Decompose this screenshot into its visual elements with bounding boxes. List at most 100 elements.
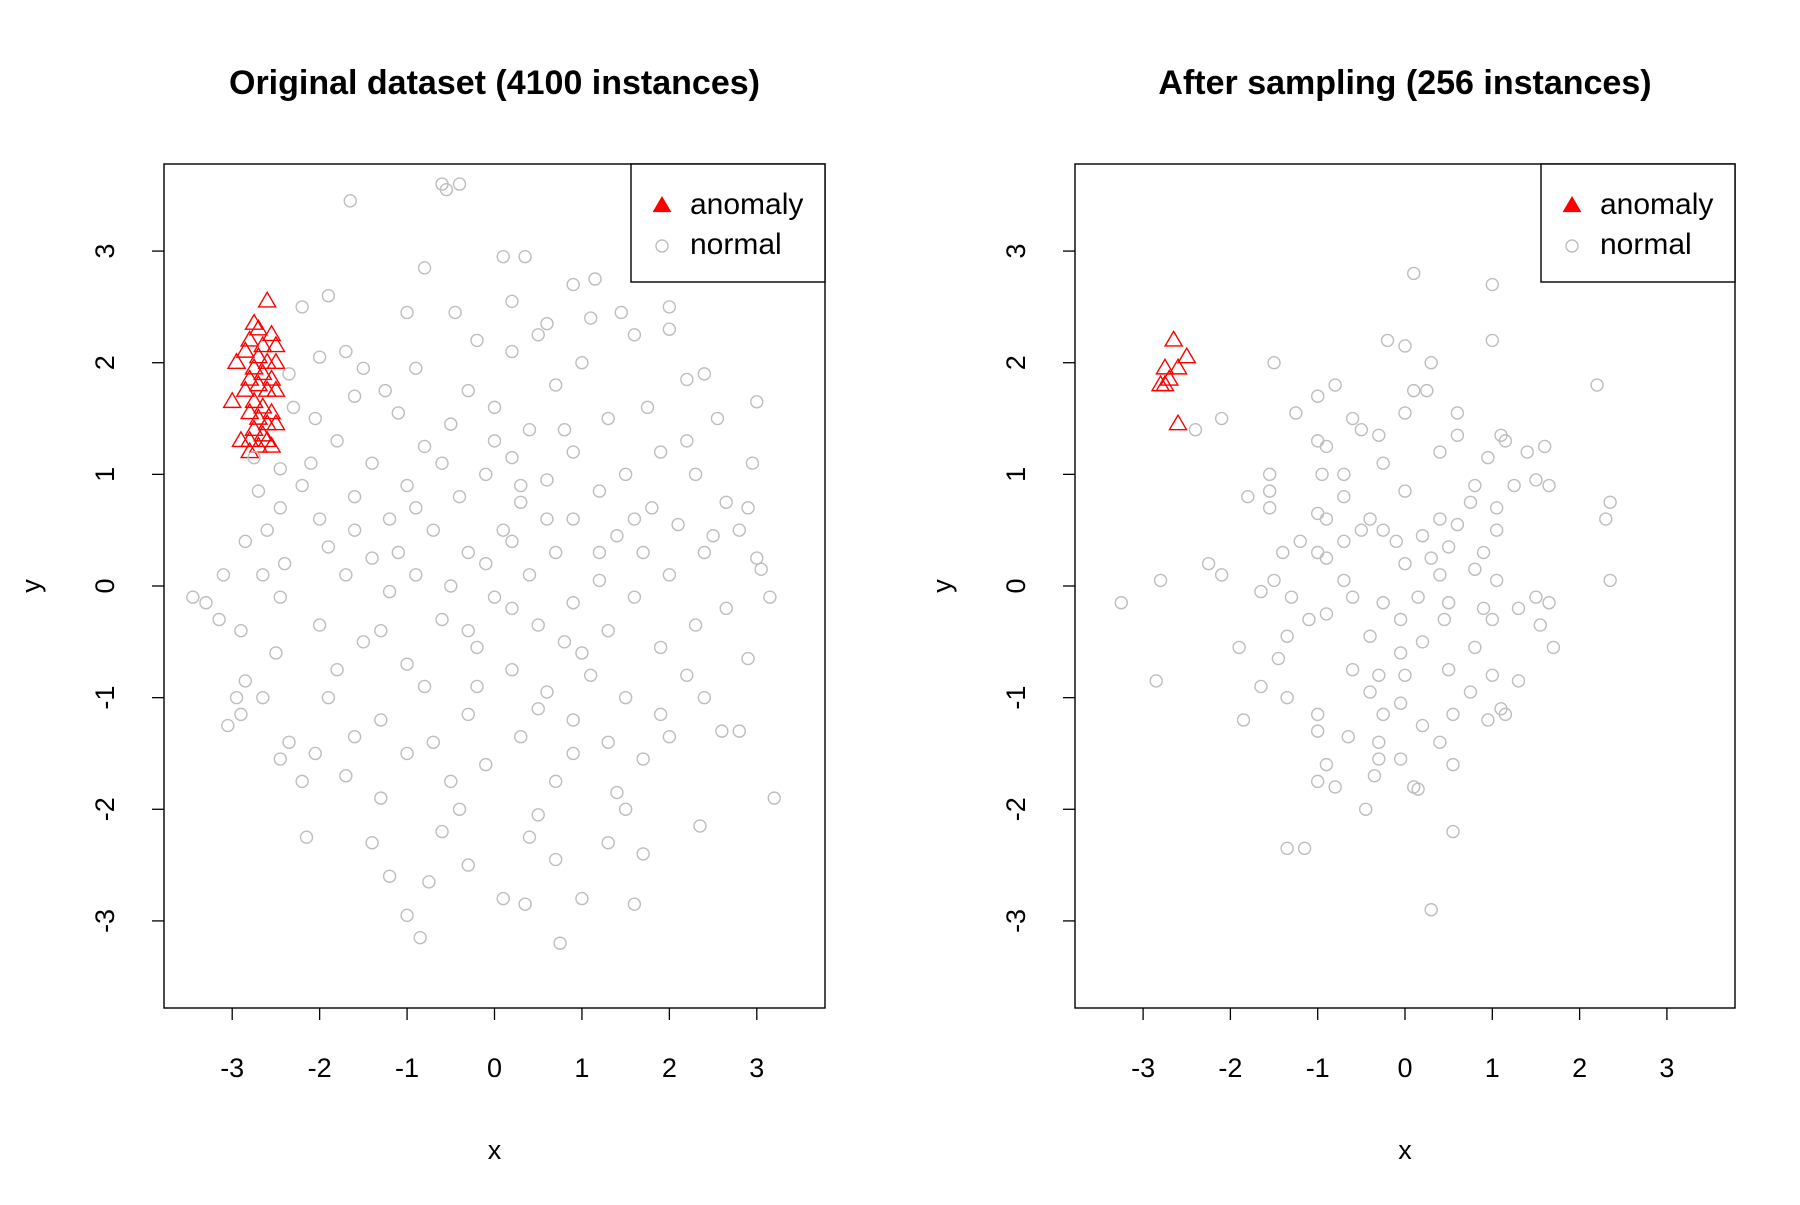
anomaly-point: [253, 424, 273, 442]
normal-point: [461, 545, 475, 560]
normal-point: [1481, 713, 1495, 727]
legend-label: anomaly: [690, 188, 803, 221]
normal-point: [409, 501, 423, 515]
legend-marker: [655, 239, 669, 253]
normal-point: [1489, 523, 1504, 537]
normal-point: [1363, 629, 1377, 643]
normal-point: [750, 551, 764, 565]
anomaly-point: [257, 352, 277, 369]
anomaly-point: [261, 402, 282, 420]
legend-marker: [1565, 239, 1579, 253]
normal-point: [1354, 423, 1369, 437]
normal-point: [1511, 601, 1526, 616]
normal-point: [566, 445, 580, 459]
normal-point: [1476, 545, 1491, 560]
normal-point: [400, 746, 414, 761]
normal-point: [282, 367, 296, 381]
normal-point: [518, 249, 532, 264]
anomaly-point: [222, 391, 242, 409]
normal-point: [1262, 467, 1277, 482]
normal-point: [662, 568, 677, 582]
normal-point: [1315, 467, 1329, 482]
normal-point: [400, 478, 414, 493]
normal-point: [1389, 534, 1403, 549]
normal-point: [299, 830, 314, 844]
chart-title: Original dataset (4100 instances): [229, 64, 760, 102]
normal-point: [1446, 707, 1460, 722]
normal-point: [1441, 596, 1456, 610]
x-tick-label: -2: [308, 1053, 332, 1083]
normal-point: [640, 400, 655, 415]
normal-point: [470, 333, 484, 348]
normal-point: [1319, 512, 1334, 526]
normal-point: [540, 512, 554, 526]
normal-point: [688, 618, 703, 632]
normal-point: [1284, 590, 1299, 604]
normal-point: [1433, 735, 1447, 749]
normal-point: [549, 545, 563, 560]
normal-point: [1289, 406, 1303, 420]
normal-point: [1424, 903, 1438, 917]
normal-point: [566, 277, 580, 292]
normal-point: [754, 562, 768, 576]
normal-point: [330, 434, 344, 448]
normal-point: [1468, 478, 1482, 493]
normal-point: [1393, 752, 1408, 766]
normal-point: [312, 350, 327, 364]
normal-point: [1433, 568, 1447, 582]
y-tick-label: 1: [90, 467, 120, 482]
normal-point: [636, 847, 650, 861]
normal-point: [356, 635, 371, 649]
normal-point: [391, 406, 406, 420]
normal-point: [470, 640, 484, 655]
normal-point: [374, 623, 388, 638]
normal-point: [426, 523, 440, 537]
normal-point: [601, 836, 615, 850]
normal-point: [1437, 612, 1451, 627]
normal-point: [1398, 484, 1412, 498]
anomaly-point: [1155, 374, 1175, 392]
anomaly-point: [261, 324, 282, 342]
chart-title: After sampling (256 instances): [1158, 64, 1651, 102]
normal-point: [1241, 489, 1255, 504]
normal-point: [1415, 635, 1430, 649]
normal-point: [531, 808, 545, 822]
normal-point: [452, 489, 467, 504]
normal-point: [435, 824, 449, 839]
normal-point: [645, 501, 659, 515]
x-tick-label: -1: [395, 1053, 419, 1083]
normal-point: [1188, 423, 1203, 437]
normal-point: [400, 657, 414, 671]
normal-point: [505, 294, 519, 309]
normal-point: [1485, 333, 1500, 348]
normal-point: [1529, 473, 1543, 487]
normal-point: [531, 702, 545, 716]
anomaly-point: [239, 330, 260, 347]
x-tick-label: 1: [574, 1053, 589, 1083]
normal-point: [1407, 383, 1421, 398]
normal-point: [583, 668, 598, 683]
normal-point: [1415, 529, 1430, 543]
normal-point: [247, 450, 261, 465]
normal-point: [216, 568, 231, 582]
anomaly-point: [244, 313, 264, 330]
normal-point: [732, 523, 747, 537]
normal-point: [212, 612, 226, 627]
normal-point: [1468, 640, 1482, 655]
normal-point: [422, 875, 436, 889]
normal-point: [697, 367, 712, 381]
normal-point: [1590, 378, 1604, 392]
y-tick-label: 2: [1001, 355, 1031, 370]
normal-point: [1236, 713, 1251, 727]
x-tick-label: 1: [1485, 1053, 1500, 1083]
normal-point: [238, 534, 253, 549]
normal-point: [1393, 612, 1408, 627]
x-tick-label: 2: [1572, 1053, 1587, 1083]
panel: After sampling (256 instances) x y -3 -2 -1 0 1…: [927, 64, 1736, 1165]
normal-point: [308, 746, 322, 761]
normal-point: [1380, 333, 1395, 348]
normal-point: [557, 423, 572, 437]
normal-point: [540, 473, 554, 487]
normal-point: [1546, 640, 1561, 655]
